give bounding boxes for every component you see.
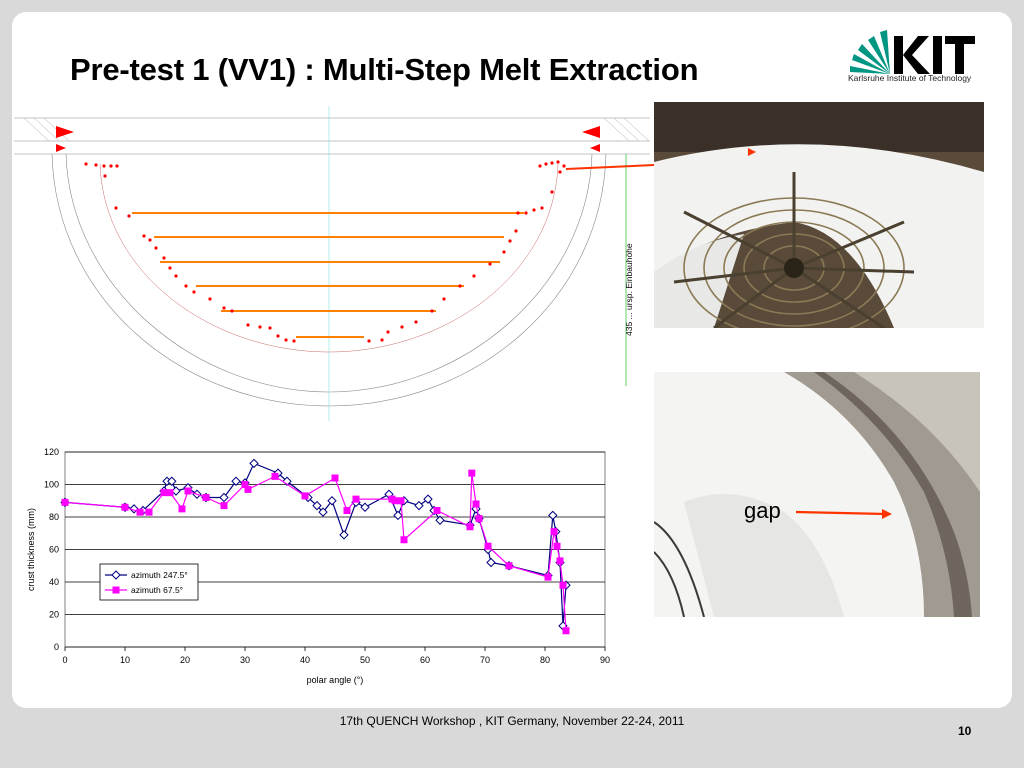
x-tick-label: 10 <box>120 655 130 665</box>
crust-thickness-chart: 0 20 40 60 80 100 120 0 10 20 30 40 50 60 70 80 90 polar … <box>26 447 610 685</box>
y-tick-label: 80 <box>49 512 59 522</box>
data-point-series-2 <box>433 507 441 514</box>
data-point-series-2 <box>136 508 144 516</box>
legend-label-1: azimuth 247.5° <box>131 570 188 580</box>
data-point-series-2 <box>556 557 564 565</box>
y-tick-label: 40 <box>49 577 59 587</box>
legend-marker-1 <box>111 570 121 580</box>
y-axis-label: crust thickness (mm) <box>26 508 36 591</box>
vessel-cross-section-drawing: 435 ... ursp. Einbauhöhe <box>14 106 654 421</box>
data-point-series-2 <box>331 474 339 482</box>
series-line-2 <box>64 473 567 631</box>
data-point-series-2 <box>484 542 492 550</box>
data-point-series-1 <box>486 557 496 568</box>
data-point-series-2 <box>244 485 252 493</box>
data-point-series-1 <box>219 492 229 503</box>
x-tick-label: 70 <box>480 655 490 665</box>
y-tick-label: 100 <box>44 480 59 490</box>
data-point-series-2 <box>220 502 228 510</box>
data-point-series-1 <box>435 515 445 525</box>
legend-box <box>99 563 199 601</box>
data-point-series-2 <box>352 495 360 503</box>
data-point-series-1 <box>249 458 259 469</box>
data-point-series-1 <box>548 510 558 521</box>
x-tick-label: 90 <box>600 655 610 665</box>
kit-logo <box>850 30 975 74</box>
data-point-series-2 <box>562 627 570 635</box>
crust-measurement-dots <box>84 160 566 343</box>
x-tick-label: 80 <box>540 655 550 665</box>
data-point-series-2 <box>391 497 399 505</box>
data-point-series-2 <box>475 515 483 523</box>
left-marker-icon <box>56 126 74 138</box>
melt-level-lines <box>132 212 524 338</box>
x-tick-label: 30 <box>240 655 250 665</box>
data-point-series-2 <box>61 498 69 506</box>
left-marker-small-icon <box>56 144 66 152</box>
dimension-label: 435 ... ursp. Einbauhöhe <box>624 243 634 336</box>
x-axis-label: polar angle (°) <box>307 675 364 685</box>
x-tick-label: 50 <box>360 655 370 665</box>
gap-arrowhead-icon <box>882 509 892 519</box>
data-point-series-1 <box>393 510 403 521</box>
data-point-series-2 <box>400 536 408 544</box>
photo-crust-overview <box>654 102 984 328</box>
data-point-series-1 <box>167 476 177 486</box>
data-point-series-1 <box>312 500 322 511</box>
pointer-arrowhead-icon <box>748 148 756 156</box>
y-tick-label: 20 <box>49 610 59 620</box>
data-point-series-2 <box>145 508 153 516</box>
data-point-series-2 <box>343 507 351 514</box>
data-point-series-2 <box>505 562 513 570</box>
right-marker-small-icon <box>590 144 600 152</box>
data-point-series-2 <box>121 503 129 511</box>
pointer-arrow-top <box>565 163 654 170</box>
right-marker-icon <box>582 126 600 138</box>
data-point-series-1 <box>414 500 424 511</box>
data-point-series-2 <box>241 481 249 488</box>
data-point-series-2 <box>301 492 309 500</box>
page-title: Pre-test 1 (VV1) : Multi-Step Melt Extra… <box>70 52 699 87</box>
data-point-series-1 <box>327 496 337 506</box>
data-point-series-2 <box>166 489 174 497</box>
kit-logo-subtitle: Karlsruhe Institute of Technology <box>848 73 972 83</box>
data-point-series-2 <box>466 523 474 531</box>
x-tick-label: 20 <box>180 655 190 665</box>
x-tick-label: 40 <box>300 655 310 665</box>
legend-marker-2 <box>112 586 120 594</box>
data-point-series-2 <box>544 573 552 581</box>
data-point-series-2 <box>397 497 405 505</box>
x-tick-label: 0 <box>62 655 67 665</box>
kit-logo-fan-icon <box>850 30 890 74</box>
data-point-series-2 <box>550 528 558 536</box>
data-point-series-2 <box>559 581 567 589</box>
data-point-series-2 <box>271 472 279 480</box>
data-point-series-2 <box>472 500 480 508</box>
photo-crust-gap <box>654 372 980 617</box>
page-number: 10 <box>958 724 972 738</box>
data-point-series-1 <box>339 530 349 540</box>
kit-logo-letters <box>894 36 975 74</box>
y-tick-label: 60 <box>49 545 59 555</box>
data-point-series-2 <box>178 505 186 513</box>
y-tick-label: 120 <box>44 447 59 457</box>
data-point-series-2 <box>202 494 210 501</box>
data-point-series-1 <box>360 502 370 512</box>
gap-arrow <box>795 510 887 516</box>
data-point-series-1 <box>423 494 433 504</box>
data-point-series-2 <box>184 487 192 495</box>
footer-text: 17th QUENCH Workshop , KIT Germany, Nove… <box>339 714 685 728</box>
data-point-series-2 <box>468 469 476 477</box>
data-point-series-2 <box>553 542 561 550</box>
data-point-series-2 <box>160 489 168 497</box>
gap-label: gap <box>744 498 781 523</box>
legend-label-2: azimuth 67.5° <box>131 585 183 595</box>
data-point-series-1 <box>318 507 328 517</box>
x-tick-label: 60 <box>420 655 430 665</box>
y-tick-label: 0 <box>54 642 59 652</box>
data-point-series-1 <box>231 476 241 486</box>
